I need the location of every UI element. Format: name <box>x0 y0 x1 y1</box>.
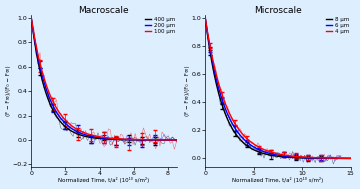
Legend: 400 μm, 200 μm, 100 μm: 400 μm, 200 μm, 100 μm <box>144 16 175 34</box>
Y-axis label: (F − F∞)/(F₀ − F∞): (F − F∞)/(F₀ − F∞) <box>185 66 190 116</box>
X-axis label: Normalized Time, t/a² (10¹⁰ s/m²): Normalized Time, t/a² (10¹⁰ s/m²) <box>232 177 324 184</box>
Title: Microscale: Microscale <box>254 5 302 15</box>
Title: Macroscale: Macroscale <box>78 5 129 15</box>
Legend: 8 μm, 6 μm, 4 μm: 8 μm, 6 μm, 4 μm <box>325 16 350 34</box>
Y-axis label: (F − F∞)/(F₀ − F∞): (F − F∞)/(F₀ − F∞) <box>5 66 10 116</box>
X-axis label: Normalized Time, t/a² (10¹⁰ s/m²): Normalized Time, t/a² (10¹⁰ s/m²) <box>58 177 149 184</box>
